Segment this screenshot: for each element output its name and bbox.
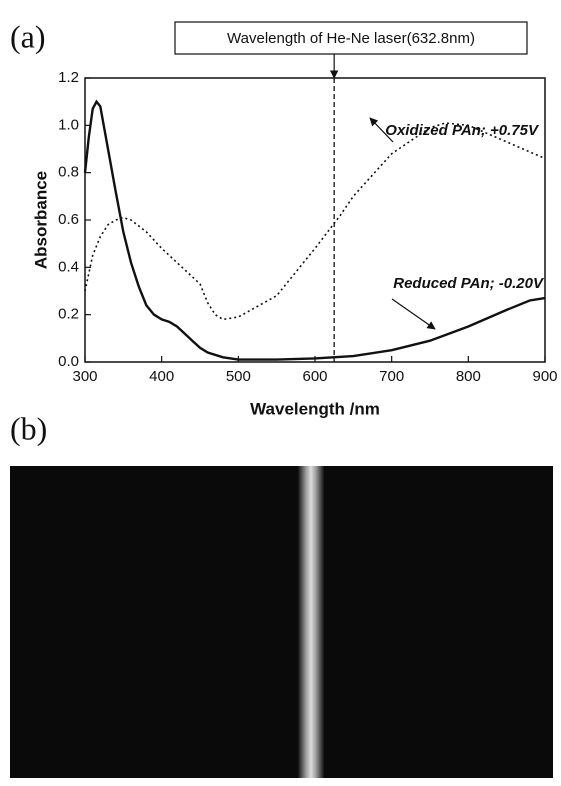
- y-tick-label: 1.0: [58, 116, 79, 133]
- x-tick-label: 300: [72, 368, 97, 385]
- y-axis-label: Absorbance: [31, 171, 50, 269]
- x-tick-label: 900: [532, 368, 557, 385]
- series-annotation: Oxidized PAn; +0.75V: [385, 122, 540, 139]
- light-slit: [298, 466, 324, 778]
- series-line: [84, 122, 546, 321]
- x-tick-label: 600: [302, 368, 327, 385]
- annotation-arrow: [391, 298, 436, 330]
- photo-background: [10, 466, 553, 778]
- panel-label: (b): [10, 410, 47, 446]
- y-tick-label: 0.4: [58, 258, 79, 275]
- series-annotation: Reduced PAn; -0.20V: [393, 275, 545, 292]
- x-tick-label: 400: [149, 368, 174, 385]
- y-tick-label: 1.2: [58, 69, 79, 86]
- x-tick-label: 500: [226, 368, 251, 385]
- series-line: [83, 99, 546, 361]
- reference-box: [174, 21, 528, 55]
- y-tick-label: 0.2: [58, 306, 79, 323]
- y-tick-label: 0.0: [58, 353, 79, 370]
- x-tick-label: 700: [379, 368, 404, 385]
- y-tick-label: 0.8: [58, 164, 79, 181]
- reference-label: Wavelength of He-Ne laser(632.8nm): [227, 30, 475, 47]
- x-tick-label: 800: [456, 368, 481, 385]
- annotation-arrow: [369, 117, 394, 143]
- y-tick-label: 0.6: [58, 211, 79, 228]
- x-axis-label: Wavelength /nm: [250, 399, 380, 418]
- photo: [10, 466, 553, 778]
- plot-frame: [84, 77, 546, 363]
- panel-label: (a): [10, 18, 46, 54]
- plot: 300 400 500 600 700 800 900 0.0 0.2 0.4 0.6 0.8 1.0 1…: [31, 21, 558, 418]
